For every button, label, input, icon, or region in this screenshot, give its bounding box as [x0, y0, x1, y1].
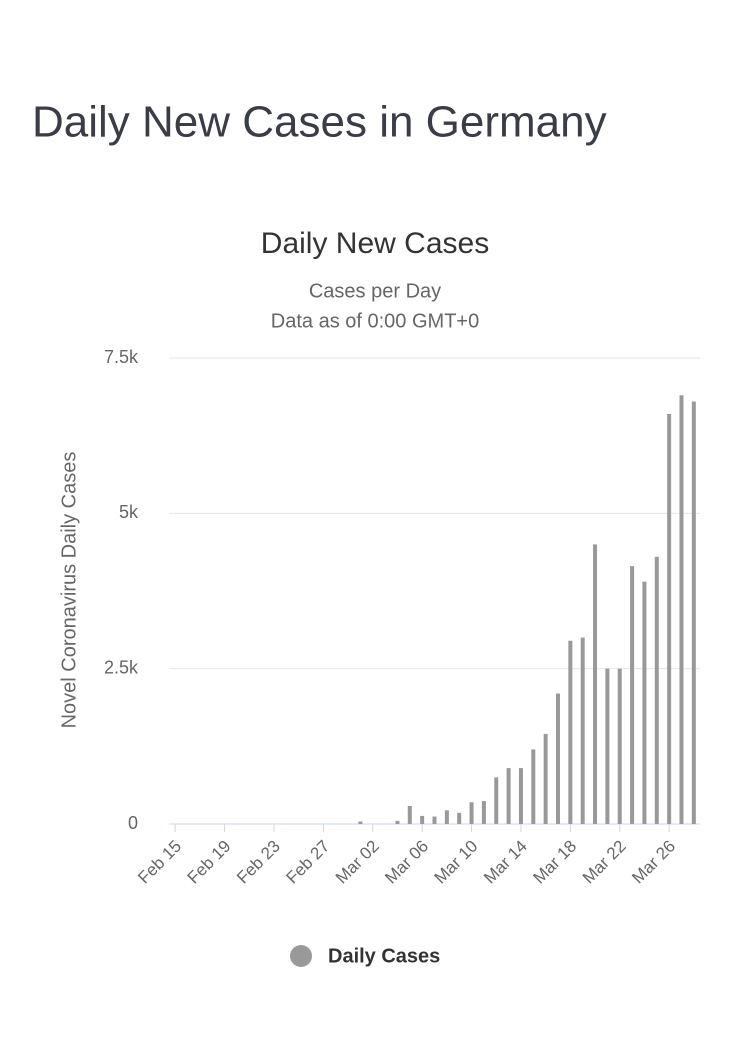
bar	[642, 581, 647, 824]
y-tick-label: 5k	[119, 502, 139, 522]
chart-subtitle: Data as of 0:00 GMT+0	[271, 310, 479, 332]
x-tick-label: Mar 10	[431, 837, 482, 888]
bar	[444, 810, 449, 824]
y-axis-label: Novel Coronavirus Daily Cases	[58, 452, 80, 729]
bar	[469, 802, 474, 824]
bar	[543, 733, 548, 824]
bar	[432, 816, 437, 824]
bar	[494, 777, 499, 824]
legend-label: Daily Cases	[328, 945, 440, 967]
bar	[395, 820, 400, 824]
bar	[506, 768, 511, 824]
bar	[630, 566, 635, 824]
x-tick-label: Mar 02	[332, 837, 383, 888]
y-tick-label: 0	[128, 813, 138, 833]
bar	[420, 815, 425, 824]
x-tick-label: Feb 15	[134, 837, 185, 888]
bar	[617, 668, 622, 824]
bar	[580, 637, 585, 824]
bar	[457, 812, 462, 824]
chart-subtitle: Cases per Day	[309, 280, 441, 302]
x-tick-label: Feb 19	[184, 837, 235, 888]
bar	[531, 749, 536, 824]
x-tick-label: Mar 26	[628, 837, 679, 888]
bar	[593, 544, 598, 824]
y-tick-label: 7.5k	[104, 347, 139, 367]
bar	[691, 401, 696, 824]
x-tick-label: Feb 27	[282, 837, 333, 888]
bar	[407, 805, 412, 824]
bar	[568, 640, 573, 824]
bar	[481, 801, 486, 824]
bar	[605, 668, 610, 824]
x-tick-label: Mar 18	[529, 837, 580, 888]
bar	[358, 821, 363, 824]
page-title: Daily New Cases in Germany	[32, 98, 607, 147]
bar	[555, 693, 560, 824]
x-tick-label: Mar 14	[480, 837, 531, 888]
y-tick-label: 2.5k	[104, 657, 139, 677]
bar	[654, 556, 659, 824]
bar	[679, 395, 684, 824]
bar	[518, 768, 523, 824]
x-tick-label: Mar 22	[579, 837, 630, 888]
bar	[667, 413, 672, 824]
x-tick-label: Feb 23	[233, 837, 284, 888]
chart-title: Daily New Cases	[261, 227, 489, 260]
x-tick-label: Mar 06	[381, 837, 432, 888]
legend-marker	[290, 945, 312, 967]
